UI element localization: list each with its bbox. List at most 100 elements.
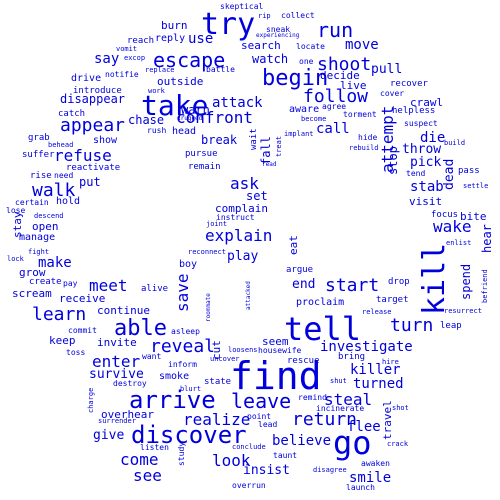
word-170: reconnect — [188, 248, 226, 256]
word-182: one — [299, 57, 314, 66]
word-45: believe — [272, 433, 332, 449]
word-17: reveal — [150, 336, 216, 357]
word-35: steal — [324, 390, 373, 409]
word-29: save — [173, 273, 192, 312]
word-37: enter — [92, 352, 141, 371]
word-196: attacked — [245, 281, 252, 310]
word-93: create — [29, 277, 62, 287]
word-191: work — [148, 87, 165, 95]
word-122: experiencing — [256, 32, 300, 39]
word-112: build — [444, 139, 466, 147]
word-4: kill — [417, 242, 452, 315]
word-173: remain — [188, 162, 221, 172]
word-159: hire — [382, 358, 399, 366]
word-81: continue — [97, 304, 150, 317]
word-5: go — [333, 424, 372, 462]
word-61: hear — [480, 224, 494, 253]
word-98: eat — [287, 235, 300, 255]
word-128: introduce — [73, 86, 122, 96]
word-97: overhear — [101, 408, 154, 421]
word-71: burn — [161, 19, 188, 32]
word-195: read — [262, 161, 277, 168]
word-100: wait — [249, 128, 259, 150]
word-13: run — [317, 18, 354, 42]
word-168: alive — [141, 284, 169, 294]
word-73: live — [340, 79, 367, 92]
word-123: battle — [206, 65, 235, 74]
word-142: want — [142, 352, 162, 361]
word-3: tell — [284, 310, 362, 348]
word-26: meet — [89, 276, 128, 295]
word-92: manage — [19, 232, 56, 243]
word-138: pay — [63, 279, 78, 288]
word-125: vomit — [116, 45, 138, 53]
word-21: appear — [60, 115, 126, 136]
word-31: realize — [183, 410, 251, 429]
word-163: housewife — [258, 346, 302, 355]
word-148: study — [177, 441, 186, 466]
word-69: complain — [215, 202, 268, 215]
word-15: return — [292, 409, 358, 430]
word-131: behead — [48, 141, 74, 149]
word-1: try — [201, 7, 256, 42]
word-76: visit — [409, 195, 443, 208]
word-39: wake — [433, 217, 472, 236]
word-174: pursue — [185, 149, 218, 159]
word-129: catch — [58, 109, 86, 119]
word-157: shot — [392, 404, 409, 412]
word-107: drop — [388, 277, 410, 287]
word-58: survive — [89, 367, 144, 382]
word-83: keep — [49, 334, 76, 347]
word-192: outside — [157, 75, 204, 88]
word-183: tend — [406, 169, 426, 178]
word-84: reply — [155, 33, 186, 44]
word-91: open — [32, 220, 59, 233]
word-68: set — [246, 189, 268, 203]
word-172: instruct — [216, 213, 255, 222]
word-11: able — [114, 316, 167, 341]
word-120: skeptical — [220, 2, 264, 11]
word-38: ask — [230, 174, 259, 193]
word-115: recover — [390, 79, 428, 89]
word-50: move — [345, 37, 379, 53]
word-178: torment — [343, 110, 377, 119]
word-186: resurrect — [444, 307, 482, 315]
word-65: disappear — [60, 92, 126, 106]
word-33: look — [212, 451, 251, 470]
word-36: say — [94, 51, 120, 67]
word-184: enlist — [446, 239, 472, 247]
word-185: befriend — [481, 269, 489, 303]
word-78: grow — [19, 266, 46, 279]
word-87: show — [93, 135, 118, 146]
word-113: suspect — [404, 119, 438, 128]
word-166: blurt — [180, 385, 202, 393]
word-88: suffer — [22, 150, 55, 160]
word-162: remind — [298, 393, 327, 402]
word-171: joint — [206, 220, 228, 228]
word-60: spend — [459, 263, 473, 300]
word-114: helpless — [392, 106, 436, 116]
word-30: investigate — [320, 339, 413, 355]
word-190: head — [172, 126, 197, 137]
word-146: surrender — [98, 417, 136, 425]
word-140: toss — [66, 348, 86, 357]
word-161: incinerate — [316, 404, 365, 413]
word-64: watch — [252, 52, 289, 66]
word-49: use — [188, 31, 214, 47]
word-96: smoke — [159, 371, 190, 382]
word-6: take — [141, 89, 209, 122]
word-46: make — [38, 255, 72, 271]
word-151: lead — [258, 420, 278, 429]
word-144: destroy — [113, 379, 147, 388]
word-2: find — [230, 354, 322, 398]
word-167: state — [204, 377, 232, 387]
word-152: taunt — [273, 451, 298, 460]
word-66: chase — [128, 113, 165, 127]
word-175: implant — [284, 130, 314, 138]
word-8: arrive — [129, 386, 216, 414]
word-155: awaken — [361, 459, 390, 468]
word-137: lose — [6, 206, 26, 215]
word-145: charge — [87, 387, 95, 413]
word-104: argue — [286, 265, 314, 275]
word-117: collect — [281, 11, 315, 20]
